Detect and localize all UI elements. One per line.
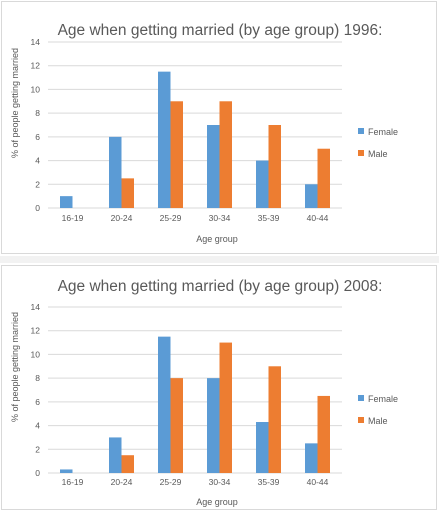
x-tick-label: 35-39 — [258, 477, 280, 487]
legend-label-male: Male — [368, 416, 388, 426]
y-tick-label: 8 — [35, 373, 40, 383]
legend-label-female: Female — [368, 394, 398, 404]
y-tick-label: 6 — [35, 132, 40, 142]
bar-male-30-34 — [219, 101, 232, 208]
panel-divider — [0, 256, 439, 263]
legend-swatch-female — [358, 395, 364, 401]
bar-male-40-44 — [317, 395, 330, 473]
bar-male-30-34 — [219, 342, 232, 473]
chart-title: Age when getting married (by age group) … — [58, 278, 383, 295]
bar-female-30-34 — [207, 125, 220, 208]
bar-female-25-29 — [158, 336, 171, 473]
chart-title: Age when getting married (by age group) … — [58, 22, 383, 39]
chart-panel-2008: Age when getting married (by age group) … — [1, 265, 437, 510]
x-tick-label: 35-39 — [258, 213, 280, 223]
y-tick-label: 12 — [31, 326, 41, 336]
y-tick-label: 8 — [35, 108, 40, 118]
bar-chart-2008: Age when getting married (by age group) … — [10, 278, 398, 507]
y-tick-label: 6 — [35, 397, 40, 407]
x-tick-label: 25-29 — [160, 213, 182, 223]
bar-female-30-34 — [207, 378, 220, 473]
bar-female-20-24 — [109, 136, 122, 208]
y-tick-label: 0 — [35, 468, 40, 478]
x-tick-label: 20-24 — [111, 213, 133, 223]
bar-female-35-39 — [256, 160, 269, 208]
x-axis-label: Age group — [196, 234, 238, 244]
bar-female-40-44 — [305, 184, 318, 208]
bar-female-16-19 — [60, 196, 73, 208]
bar-male-25-29 — [170, 101, 183, 208]
y-tick-label: 2 — [35, 179, 40, 189]
chart-panel-1996: Age when getting married (by age group) … — [1, 1, 437, 254]
y-tick-label: 2 — [35, 444, 40, 454]
x-tick-label: 16-19 — [62, 477, 84, 487]
x-tick-label: 25-29 — [160, 477, 182, 487]
bar-chart-1996: Age when getting married (by age group) … — [10, 22, 398, 244]
x-tick-label: 40-44 — [307, 213, 329, 223]
bar-female-20-24 — [109, 437, 122, 473]
y-tick-label: 10 — [31, 84, 41, 94]
bar-female-35-39 — [256, 422, 269, 473]
legend-label-male: Male — [368, 149, 388, 159]
bar-male-25-29 — [170, 378, 183, 473]
legend-label-female: Female — [368, 127, 398, 137]
y-tick-label: 12 — [31, 61, 41, 71]
y-axis-label: % of people getting married — [10, 48, 20, 158]
y-tick-label: 4 — [35, 421, 40, 431]
bar-female-40-44 — [305, 443, 318, 473]
y-tick-label: 10 — [31, 349, 41, 359]
bar-male-20-24 — [121, 178, 134, 208]
y-tick-label: 14 — [31, 302, 41, 312]
bar-male-35-39 — [268, 366, 281, 473]
legend-swatch-female — [358, 128, 364, 134]
legend-swatch-male — [358, 150, 364, 156]
bar-female-25-29 — [158, 71, 171, 209]
x-axis-label: Age group — [196, 497, 238, 507]
bar-male-40-44 — [317, 148, 330, 208]
bar-male-35-39 — [268, 125, 281, 208]
bar-male-20-24 — [121, 455, 134, 473]
y-tick-label: 14 — [31, 37, 41, 47]
y-tick-label: 0 — [35, 203, 40, 213]
x-tick-label: 16-19 — [62, 213, 84, 223]
bar-female-16-19 — [60, 469, 73, 473]
x-tick-label: 30-34 — [209, 477, 231, 487]
y-axis-label: % of people getting married — [10, 312, 20, 422]
legend-swatch-male — [358, 417, 364, 423]
x-tick-label: 30-34 — [209, 213, 231, 223]
x-tick-label: 20-24 — [111, 477, 133, 487]
y-tick-label: 4 — [35, 156, 40, 166]
x-tick-label: 40-44 — [307, 477, 329, 487]
